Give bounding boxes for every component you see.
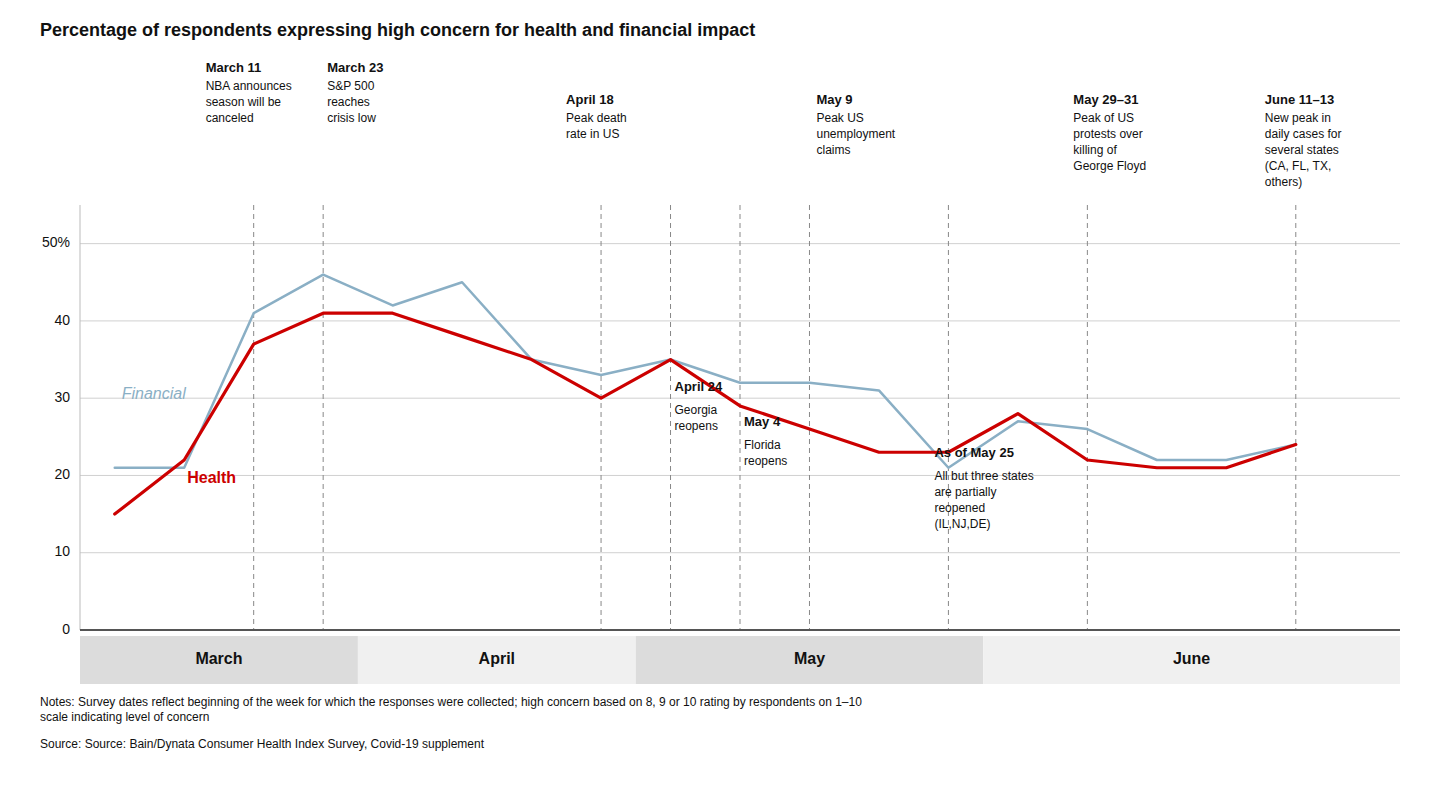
event-text: Peak of US protests over killing of George …: [1073, 111, 1146, 173]
event-title: As of May 25: [934, 445, 1013, 460]
text-line: George Floyd: [1073, 159, 1146, 173]
text-line: (CA, FL, TX,: [1265, 159, 1331, 173]
y-axis-line: [80, 205, 81, 630]
text-line: rate in US: [566, 127, 619, 141]
series-label: Health: [187, 469, 236, 486]
event-text: Peak US unemployment claims: [816, 111, 895, 157]
chart: Percentage of respondents expressing hig…: [0, 0, 1440, 810]
text-line: canceled: [206, 111, 254, 125]
event-line: [1087, 205, 1088, 630]
text-line: others): [1265, 175, 1302, 189]
text-line: unemployment: [816, 127, 895, 141]
event-text: Peak death rate in US: [566, 111, 627, 141]
text-line: killing of: [1073, 143, 1117, 157]
event-title: April 24: [675, 379, 723, 394]
text-line: Peak US: [816, 111, 863, 125]
month-label: June: [1173, 650, 1210, 667]
y-tick-label: 30: [54, 389, 70, 405]
text-line: daily cases for: [1265, 127, 1342, 141]
event-line: [601, 205, 602, 630]
text-line: reopens: [675, 419, 718, 433]
text-line: claims: [816, 143, 850, 157]
y-tick-label: 50%: [42, 234, 70, 250]
y-tick-label: 0: [62, 621, 70, 637]
text-line: S&P 500: [327, 79, 374, 93]
text-line: several states: [1265, 143, 1339, 157]
event-title: March 11: [206, 60, 262, 75]
text-line: crisis low: [327, 111, 376, 125]
grid-line: [80, 320, 1400, 321]
month-band: [636, 636, 983, 684]
x-axis-line: [80, 629, 1400, 631]
event-title: May 29–31: [1073, 92, 1138, 107]
event-title: June 11–13: [1265, 92, 1334, 107]
event-line: [948, 205, 949, 630]
series-line: [115, 275, 1296, 468]
text-line: season will be: [206, 95, 282, 109]
text-line: reaches: [327, 95, 370, 109]
plot-area: [115, 205, 1296, 630]
text-line: protests over: [1073, 127, 1142, 141]
event-title: May 9: [816, 92, 852, 107]
text-line: Florida: [744, 438, 781, 452]
event-line: [740, 205, 741, 630]
y-tick-label: 20: [54, 466, 70, 482]
grid: [80, 244, 1400, 630]
text-line: New peak in: [1265, 111, 1331, 125]
month-band: [983, 636, 1400, 684]
event-title: May 4: [744, 414, 781, 429]
event-line: [253, 205, 254, 630]
y-tick-label: 10: [54, 543, 70, 559]
text-line: (IL,NJ,DE): [934, 517, 990, 531]
text-line: are partially: [934, 485, 996, 499]
text-line: Notes: Survey dates reflect beginning of…: [40, 695, 862, 709]
text-line: Peak death: [566, 111, 627, 125]
event-text: New peak in daily cases for several states…: [1265, 111, 1342, 189]
text-line: scale indicating level of concern: [40, 710, 209, 724]
series-label: Financial: [122, 385, 186, 402]
text-line: All but three states: [934, 469, 1033, 483]
notes: Notes: Survey dates reflect beginning of…: [40, 695, 862, 724]
text-line: Georgia: [675, 403, 718, 417]
event-line: [323, 205, 324, 630]
series-line: [115, 313, 1296, 514]
event-text: All but three states are partially reopene…: [934, 469, 1033, 531]
grid-line: [80, 630, 1400, 631]
source: Source: Source: Bain/Dynata Consumer Hea…: [40, 737, 485, 751]
event-text: Florida reopens: [744, 438, 787, 468]
text-line: reopened: [934, 501, 985, 515]
title: Percentage of respondents expressing hig…: [40, 20, 755, 40]
text-line: NBA announces: [206, 79, 292, 93]
text-line: Peak of US: [1073, 111, 1134, 125]
event-text: Georgia reopens: [675, 403, 718, 433]
event-title: April 18: [566, 92, 614, 107]
month-band: [80, 636, 358, 684]
event-line: [670, 205, 671, 630]
month-label: March: [195, 650, 242, 667]
event-line: [1295, 205, 1296, 630]
text-line: reopens: [744, 454, 787, 468]
event-text: NBA announces season will be canceled: [206, 79, 292, 125]
y-tick-label: 40: [54, 312, 70, 328]
grid-line: [80, 552, 1400, 553]
event-title: March 23: [327, 60, 383, 75]
month-band: [358, 636, 636, 684]
month-label: May: [794, 650, 825, 667]
month-label: April: [479, 650, 515, 667]
event-line: [809, 205, 810, 630]
event-text: S&P 500 reaches crisis low: [327, 79, 376, 125]
